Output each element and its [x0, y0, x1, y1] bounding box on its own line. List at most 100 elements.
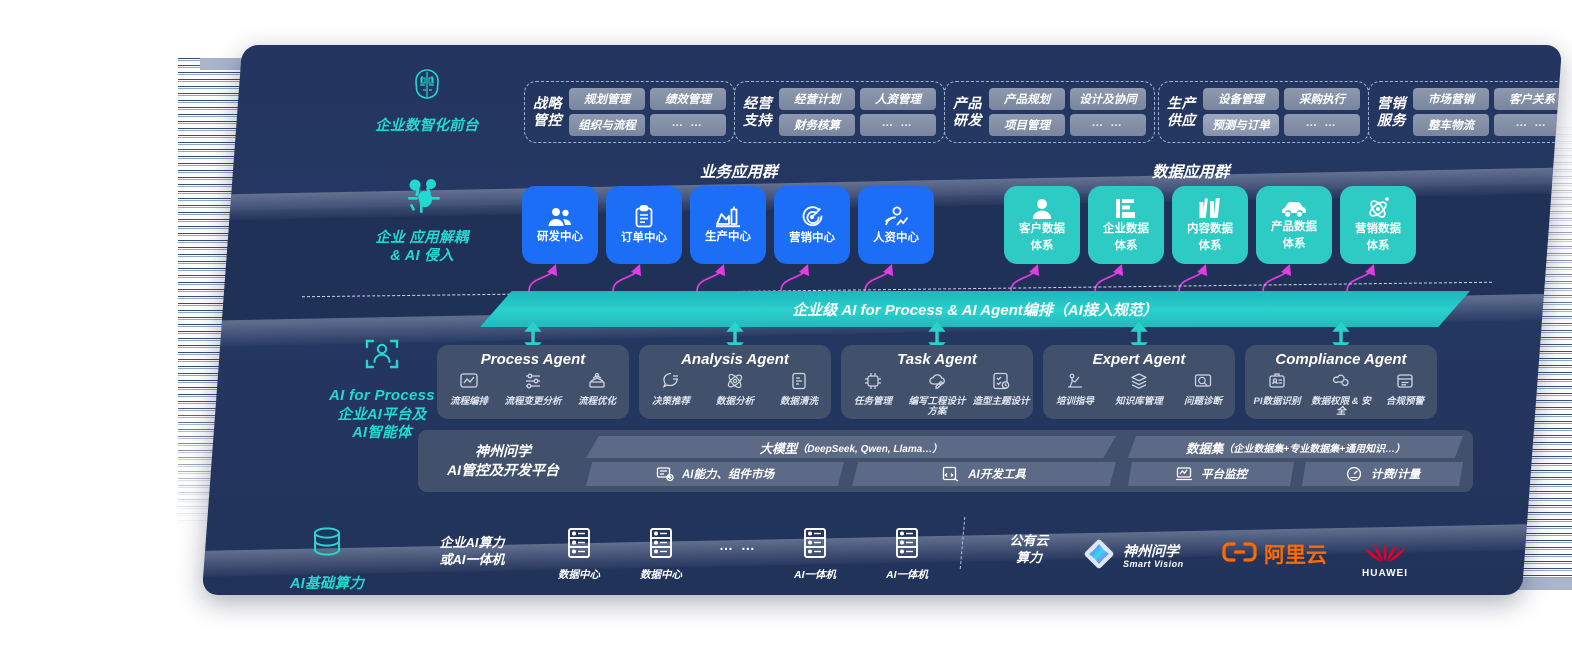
group-cell[interactable]: 市场营销 [1413, 88, 1489, 110]
group-operations[interactable]: 经营 支持 经营计划 人资管理 财务核算 … … [734, 81, 945, 143]
group-cell-more[interactable]: … … [650, 114, 726, 136]
infra-node-3[interactable]: AI一体机 [780, 527, 850, 582]
data-card-label: 企业数据 [1103, 222, 1149, 235]
platform-bar-label: 平台监控 [1201, 469, 1247, 481]
group-cell[interactable]: 人资管理 [860, 88, 936, 110]
agent-item-label: 流程变更分析 [504, 396, 562, 407]
agent-item[interactable]: 合规预警 [1373, 371, 1436, 418]
data-card-customer[interactable]: 客户数据 体系 [1004, 186, 1080, 264]
data-card-content[interactable]: 内容数据 体系 [1172, 186, 1248, 264]
agent-item-label: 数据分析 [715, 396, 754, 407]
group-cell[interactable]: 规划管理 [569, 88, 645, 110]
user-icon [1031, 197, 1053, 220]
group-cell-more[interactable]: … … [1494, 114, 1563, 136]
data-card-product[interactable]: 产品数据 体系 [1256, 186, 1332, 264]
infra-ellipsis-label: … … [719, 537, 757, 553]
group-cell[interactable]: 整车物流 [1413, 114, 1489, 136]
group-cell-more[interactable]: … … [1070, 114, 1146, 136]
agent-item[interactable]: 知识库管理 [1107, 371, 1170, 407]
data-card-label: 体系 [1114, 239, 1138, 252]
agent-title: Process Agent [480, 351, 586, 368]
agent-card-analysis[interactable]: Analysis Agent 决策推荐 数据分析 数据清洗 [639, 345, 831, 419]
group-cell[interactable]: 项目管理 [989, 114, 1065, 136]
rail-front-office: 企业数智化前台 [332, 65, 522, 135]
agent-item-label: 决策推荐 [651, 396, 690, 407]
infra-node-4[interactable]: AI一体机 [872, 527, 942, 582]
agent-item[interactable]: 问题诊断 [1171, 371, 1234, 407]
app-card-production-center[interactable]: 生产中心 [690, 186, 766, 264]
agent-card-expert[interactable]: Expert Agent 培训指导 知识库管理 问题诊断 [1043, 345, 1235, 419]
platform-bar-dev-tool[interactable]: AI开发工具 [852, 462, 1116, 486]
infra-label-line1: 企业AI算力 [439, 535, 505, 550]
server-icon [646, 527, 676, 564]
checklist-clock-icon [991, 371, 1011, 396]
app-card-marketing-center[interactable]: 营销中心 [774, 186, 850, 264]
network-task-icon [863, 371, 883, 396]
platform-bar-billing[interactable]: 计费/计量 [1302, 462, 1463, 486]
data-card-label: 体系 [1282, 237, 1306, 250]
group-cell-more[interactable]: … … [1284, 114, 1360, 136]
agent-item[interactable]: 任务管理 [841, 371, 904, 418]
group-strategy[interactable]: 战略 管控 规划管理 绩效管理 组织与流程 … … [524, 81, 735, 143]
agent-title: Task Agent [897, 351, 977, 368]
data-card-enterprise[interactable]: 企业数据 体系 [1088, 186, 1164, 264]
group-production-supply[interactable]: 生产 供应 设备管理 采购执行 预测与订单 … … [1158, 81, 1369, 143]
agent-card-compliance[interactable]: Compliance Agent PI数据识别 数据权限 & 安全 合规预警 [1245, 345, 1437, 419]
agent-item[interactable]: 培训指导 [1043, 371, 1106, 407]
app-card-order-center[interactable]: 订单中心 [606, 186, 682, 264]
huawei-logo [1362, 531, 1408, 568]
infra-node-1[interactable]: 数据中心 [626, 527, 696, 582]
alert-box-icon [1395, 371, 1415, 396]
group-cell[interactable]: 组织与流程 [569, 114, 645, 136]
agent-item[interactable]: 决策推荐 [639, 371, 702, 407]
group-cell[interactable]: 客户关系 [1494, 88, 1563, 110]
vendor-huawei[interactable]: HUAWEI [1362, 531, 1408, 579]
data-card-marketing[interactable]: 营销数据 体系 [1340, 186, 1416, 264]
group-cell[interactable]: 设备管理 [1203, 88, 1279, 110]
platform-bar-label: AI能力、组件市场 [682, 469, 774, 481]
agent-item[interactable]: PI数据识别 [1245, 371, 1308, 418]
group-product-rd[interactable]: 产品 研发 产品规划 设计及协同 项目管理 … … [944, 81, 1155, 143]
group-cell[interactable]: 预测与订单 [1203, 114, 1279, 136]
platform-bar-model-sub: （DeepSeek, Qwen, Llama…） [797, 443, 943, 455]
app-card-hr-center[interactable]: 人资中心 [858, 186, 934, 264]
agent-item[interactable]: 造型主题设计 [969, 371, 1032, 418]
infra-node-label: 数据中心 [640, 569, 682, 581]
group-cell[interactable]: 经营计划 [779, 88, 855, 110]
group-cell[interactable]: 设计及协同 [1070, 88, 1146, 110]
agent-item[interactable]: 流程编排 [437, 371, 500, 407]
group-cell-more[interactable]: … … [860, 114, 936, 136]
app-card-rd-center[interactable]: 研发中心 [522, 186, 598, 264]
group-cell[interactable]: 产品规划 [989, 88, 1065, 110]
group-cell[interactable]: 财务核算 [779, 114, 855, 136]
cloud-pen-icon [927, 371, 947, 396]
vendor-name: 神州问学 [1123, 542, 1179, 559]
agent-item[interactable]: 数据清洗 [767, 371, 830, 407]
group-cell[interactable]: 采购执行 [1284, 88, 1360, 110]
agent-card-task[interactable]: Task Agent 任务管理 编写工程设计方案 造型主题设计 [841, 345, 1033, 419]
platform-bar-dataset[interactable]: 数据集 （企业数据集+专业数据集+通用知识…） [1128, 436, 1463, 458]
agent-card-process[interactable]: Process Agent 流程编排 流程变更分析 流程优化 [437, 345, 629, 419]
vendor-smartvision[interactable]: 神州问学 Smart Vision [1082, 537, 1184, 576]
atom-icon [1366, 196, 1391, 220]
users-icon [547, 206, 573, 228]
agent-item-label: 流程优化 [577, 396, 616, 407]
vendor-aliyun[interactable]: 阿里云 [1222, 539, 1327, 569]
agent-item[interactable]: 流程优化 [565, 371, 628, 407]
group-cell[interactable]: 绩效管理 [650, 88, 726, 110]
platform-bar-monitor[interactable]: 平台监控 [1128, 462, 1294, 486]
group-marketing-service[interactable]: 营销 服务 市场营销 客户关系 整车物流 … … [1368, 81, 1563, 143]
agent-item[interactable]: 数据分析 [703, 371, 766, 407]
bars-icon [1198, 197, 1222, 220]
database-icon [242, 525, 412, 569]
agent-item[interactable]: 数据权限 & 安全 [1309, 371, 1372, 418]
agent-item[interactable]: 流程变更分析 [501, 371, 564, 407]
infra-node-0[interactable]: 数据中心 [544, 527, 614, 582]
rail-compute: AI基础算力 [242, 525, 412, 593]
app-card-label: 人资中心 [873, 231, 919, 244]
public-cloud-line1: 公有云 [1009, 533, 1049, 548]
person-scan-icon [287, 333, 477, 381]
platform-bar-model[interactable]: 大模型 （DeepSeek, Qwen, Llama…） [586, 436, 1116, 458]
platform-bar-ai-market[interactable]: AI能力、组件市场 [586, 462, 844, 486]
agent-item[interactable]: 编写工程设计方案 [905, 371, 968, 418]
